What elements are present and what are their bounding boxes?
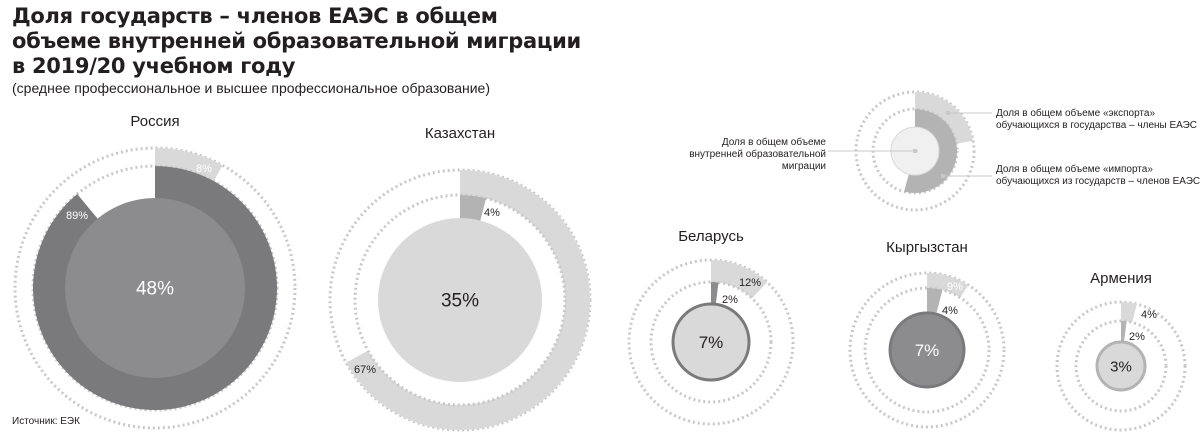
legend-center-text: внутренней образовательной (689, 148, 826, 160)
country-chart-2: Казахстан 35% 67% 4% (328, 125, 592, 432)
title-line-1: Доля государств – членов ЕАЭС в общем (12, 4, 498, 28)
import-label: 89% (66, 210, 88, 222)
export-sector (155, 148, 223, 182)
share-label: 35% (441, 291, 479, 312)
import-label: 4% (484, 207, 500, 219)
export-label: 67% (354, 364, 376, 376)
share-core-circle (671, 302, 751, 382)
country-name: Казахстан (425, 125, 495, 142)
export-sector (1121, 302, 1137, 323)
country-chart-3: Беларусь 7% 12%2% (627, 228, 795, 426)
source-note: Источник: ЕЭК (12, 416, 80, 427)
import-label: 2% (722, 294, 738, 306)
country-chart-1: Россия 48% 8% 89% (13, 113, 297, 430)
outer-dotted-ring (848, 271, 1006, 429)
outer-dotted-ring (13, 146, 297, 430)
legend-import-text: Доля в общем объеме «импорта» (996, 163, 1153, 175)
export-sector (711, 260, 768, 299)
share-label: 3% (1110, 358, 1132, 375)
country-name: Беларусь (678, 228, 744, 245)
legend-center-text: Доля в общем объеме (722, 136, 827, 148)
legend-center-text: миграции (782, 161, 826, 172)
chart-subtitle: (среднее профессиональное и высшее профе… (12, 80, 491, 96)
legend-export-text: обучающихся в государства – члены ЕАЭС (996, 119, 1197, 131)
import-label: 2% (1129, 331, 1145, 343)
share-label: 48% (136, 279, 174, 300)
middle-dotted-ring (353, 193, 567, 407)
share-core-circle (1095, 340, 1147, 392)
export-label: 12% (739, 277, 761, 289)
share-core-circle (888, 311, 966, 389)
country-name: Армения (1090, 270, 1152, 287)
export-label: 9% (947, 281, 963, 293)
share-label: 7% (915, 341, 940, 360)
legend-export-sector (915, 92, 974, 144)
legend-export-text: Доля в общем объеме «экспорта» (996, 107, 1155, 119)
share-core-circle (378, 218, 542, 382)
legend-center-dot (913, 149, 917, 153)
export-label: 8% (196, 163, 212, 175)
export-label: 4% (1141, 309, 1157, 321)
title-line-3: в 2019/20 учебном году (12, 54, 296, 78)
chart-title: Доля государств – членов ЕАЭС в общем об… (12, 4, 632, 79)
country-name: Кыргызстан (886, 239, 968, 256)
share-core-circle (65, 198, 245, 378)
middle-dotted-ring (649, 280, 773, 404)
export-sector (927, 273, 969, 298)
import-label: 4% (942, 305, 958, 317)
share-label: 7% (699, 333, 724, 352)
legend-import-text: обучающихся из государств – членов ЕАЭС (996, 175, 1200, 187)
legend-export-dot (946, 111, 950, 115)
legend-import-dot (941, 174, 945, 178)
country-name: Россия (130, 113, 179, 130)
outer-dotted-ring (328, 168, 592, 432)
country-chart-4: Кыргызстан 7% 9% 4% (848, 239, 1006, 429)
title-line-2: объеме внутренней образовательной миграц… (12, 29, 581, 53)
country-chart-5: Армения 3% 4% 2% (1055, 270, 1187, 432)
